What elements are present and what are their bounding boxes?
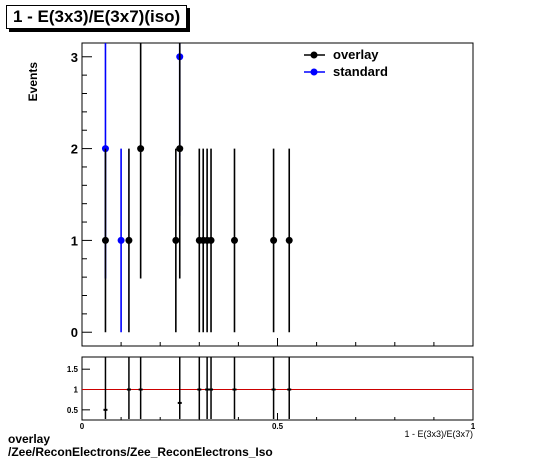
ratio-y-tick-label: 0.5 [67,406,79,415]
main-data-layer [101,43,293,333]
legend-standard-marker [310,68,318,76]
y-tick-label: 2 [71,142,78,157]
overlay-point [270,236,278,244]
legend-overlay-label: overlay [333,47,379,62]
y-tick-label: 3 [71,50,78,65]
overlay-point [176,145,184,153]
footer-line-1: overlay [8,432,51,446]
ratio-axes: 0.511.50 0.5 1 [67,365,476,431]
main-axes: 0 1 2 3 [71,50,474,346]
overlay-point [172,236,180,244]
overlay-point [101,236,109,244]
overlay-point [207,236,215,244]
overlay-point [285,236,293,244]
overlay-point [125,236,133,244]
footer-line-2: /Zee/ReconElectrons/Zee_ReconElectrons_I… [8,445,273,459]
ratio-point [287,388,292,391]
overlay-point [137,145,145,153]
ratio-data-layer [103,357,292,419]
ratio-x-tick-label: 0 [80,422,85,431]
ratio-point [271,388,276,391]
y-axis-label: Events [26,62,40,102]
ratio-point [232,388,237,391]
standard-point [117,236,125,244]
ratio-point [209,388,214,391]
ratio-point [205,388,210,391]
ratio-y-tick-label: 1 [74,386,79,395]
legend: overlay standard [304,47,388,79]
legend-overlay-marker [310,51,318,59]
ratio-x-tick-label: 0.5 [272,422,284,431]
ratio-point [197,388,202,391]
ratio-point [103,408,108,411]
y-tick-label: 0 [71,325,78,340]
footer: overlay /Zee/ReconElectrons/Zee_ReconEle… [8,433,273,459]
x-axis-label: 1 - E(3x3)/E(3x7) [404,429,473,439]
legend-standard-label: standard [333,64,388,79]
ratio-point [138,388,143,391]
ratio-point [126,388,131,391]
plot-title: 1 - E(3x3)/E(3x7)(iso) [6,5,188,29]
y-tick-label: 1 [71,233,78,248]
ratio-y-tick-label: 1.5 [67,365,79,374]
overlay-point [230,236,238,244]
ratio-point [177,401,182,404]
ratio-x-tick-label: 1 [471,422,476,431]
